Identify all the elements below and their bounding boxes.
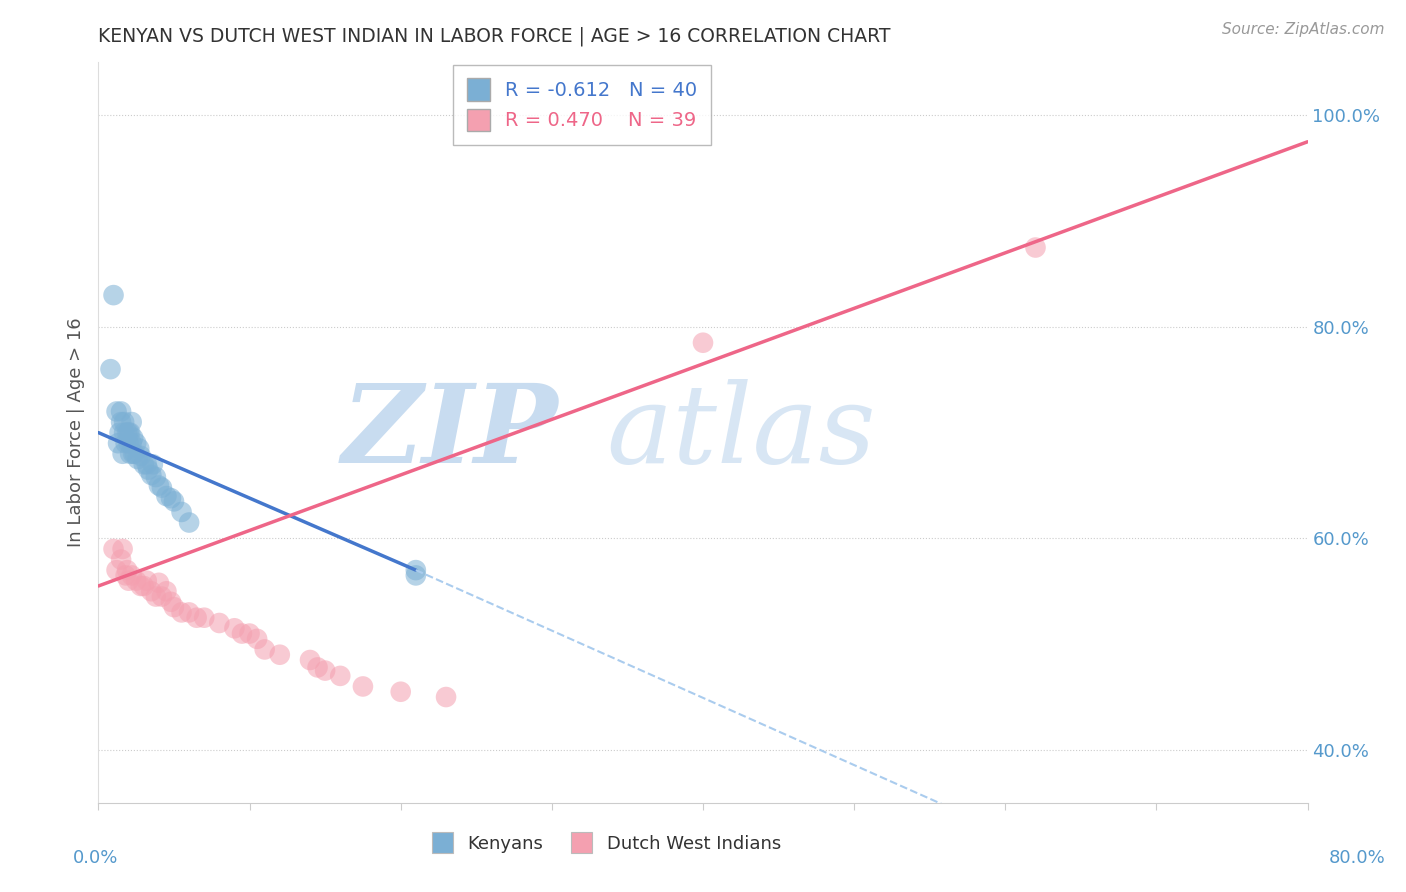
Point bbox=[170, 606, 193, 620]
Point bbox=[141, 467, 163, 482]
Text: 80.0%: 80.0% bbox=[1329, 849, 1385, 867]
Text: atlas: atlas bbox=[606, 379, 876, 486]
Point bbox=[128, 442, 150, 456]
Point bbox=[155, 584, 177, 599]
Point bbox=[125, 436, 148, 450]
Point bbox=[114, 568, 136, 582]
Point bbox=[118, 574, 141, 588]
Point bbox=[163, 600, 186, 615]
Point bbox=[132, 579, 155, 593]
Text: ZIP: ZIP bbox=[342, 379, 558, 486]
Point bbox=[135, 574, 157, 588]
Point bbox=[145, 470, 167, 484]
Point bbox=[299, 653, 322, 667]
Point bbox=[127, 452, 149, 467]
Point bbox=[269, 648, 291, 662]
Point bbox=[110, 415, 132, 429]
Point bbox=[105, 404, 128, 418]
Point bbox=[142, 458, 165, 472]
Point bbox=[129, 579, 152, 593]
Point bbox=[155, 489, 177, 503]
Point bbox=[121, 415, 143, 429]
Point bbox=[114, 436, 136, 450]
Point bbox=[186, 611, 208, 625]
Point bbox=[105, 563, 128, 577]
Point bbox=[122, 431, 145, 445]
Point bbox=[193, 611, 215, 625]
Point bbox=[145, 590, 167, 604]
Point bbox=[307, 660, 329, 674]
Point bbox=[253, 642, 276, 657]
Point bbox=[136, 462, 159, 476]
Point bbox=[692, 335, 714, 350]
Point bbox=[110, 404, 132, 418]
Point bbox=[160, 595, 183, 609]
Point bbox=[170, 505, 193, 519]
Point bbox=[121, 436, 143, 450]
Point bbox=[111, 541, 134, 556]
Point bbox=[148, 478, 170, 492]
Point bbox=[150, 590, 173, 604]
Point bbox=[124, 447, 146, 461]
Point bbox=[111, 447, 134, 461]
Point bbox=[120, 447, 142, 461]
Point bbox=[160, 491, 183, 506]
Point bbox=[352, 680, 374, 694]
Point bbox=[112, 415, 135, 429]
Point bbox=[135, 458, 157, 472]
Point bbox=[103, 541, 125, 556]
Point bbox=[208, 615, 231, 630]
Point bbox=[179, 606, 201, 620]
Point bbox=[405, 568, 427, 582]
Point bbox=[129, 449, 152, 463]
Point bbox=[115, 425, 138, 440]
Point bbox=[434, 690, 457, 704]
Point bbox=[108, 425, 131, 440]
Point bbox=[179, 516, 201, 530]
Point bbox=[100, 362, 122, 376]
Point bbox=[118, 425, 141, 440]
Point bbox=[115, 563, 138, 577]
Point bbox=[125, 574, 148, 588]
Point bbox=[120, 425, 142, 440]
Point bbox=[148, 575, 170, 590]
Point bbox=[141, 584, 163, 599]
Point bbox=[103, 288, 125, 302]
Text: KENYAN VS DUTCH WEST INDIAN IN LABOR FORCE | AGE > 16 CORRELATION CHART: KENYAN VS DUTCH WEST INDIAN IN LABOR FOR… bbox=[98, 27, 891, 46]
Point bbox=[150, 481, 173, 495]
Point bbox=[1024, 240, 1046, 255]
Point bbox=[132, 458, 155, 472]
Y-axis label: In Labor Force | Age > 16: In Labor Force | Age > 16 bbox=[66, 318, 84, 548]
Text: Source: ZipAtlas.com: Source: ZipAtlas.com bbox=[1222, 22, 1385, 37]
Point bbox=[118, 436, 141, 450]
Point bbox=[163, 494, 186, 508]
Point bbox=[121, 568, 143, 582]
Point bbox=[239, 626, 262, 640]
Point bbox=[405, 563, 427, 577]
Point bbox=[224, 621, 246, 635]
Legend: Kenyans, Dutch West Indians: Kenyans, Dutch West Indians bbox=[425, 825, 789, 861]
Point bbox=[389, 685, 412, 699]
Point bbox=[107, 436, 129, 450]
Point bbox=[122, 447, 145, 461]
Point bbox=[112, 425, 135, 440]
Point bbox=[246, 632, 269, 646]
Point bbox=[314, 664, 336, 678]
Point bbox=[110, 552, 132, 566]
Point bbox=[329, 669, 352, 683]
Text: 0.0%: 0.0% bbox=[73, 849, 118, 867]
Point bbox=[231, 626, 253, 640]
